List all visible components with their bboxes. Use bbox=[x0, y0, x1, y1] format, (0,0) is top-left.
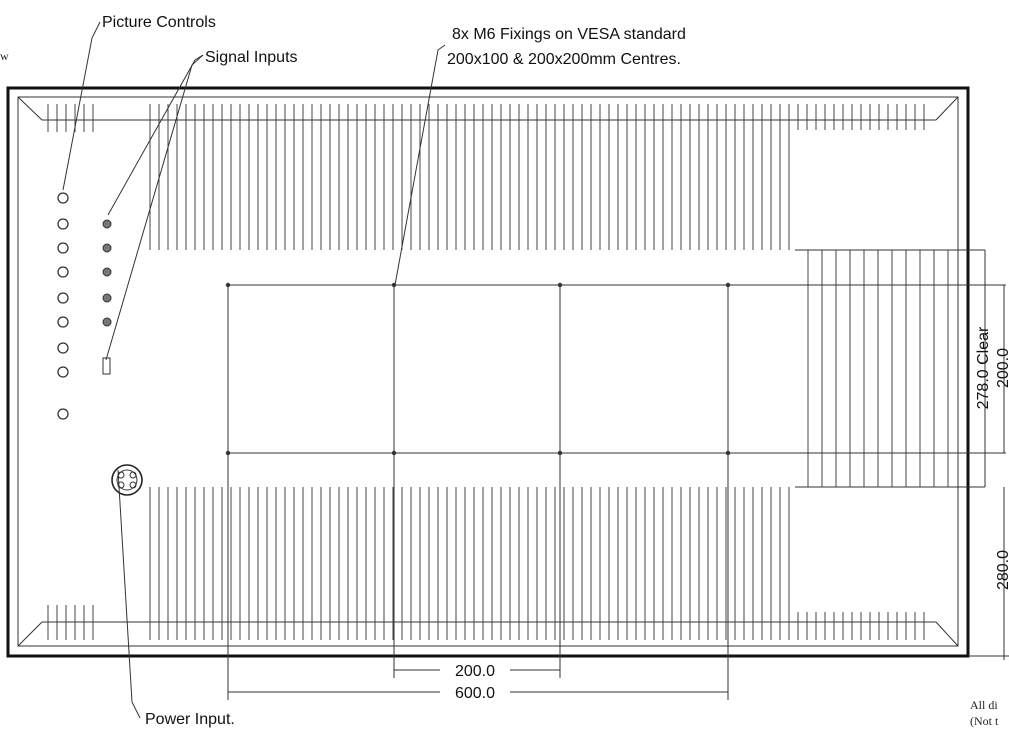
side-cooling-fins bbox=[808, 250, 948, 487]
picture-control-button bbox=[58, 219, 68, 229]
signal-input-connector bbox=[103, 244, 111, 252]
dimension-clear-height: 278.0 Clear bbox=[975, 326, 992, 409]
m6-fixing-points bbox=[226, 283, 730, 455]
dimension-vesa-height: 200.0 bbox=[995, 348, 1009, 388]
picture-control-button bbox=[58, 243, 68, 253]
m6-fixing-point bbox=[558, 451, 562, 455]
notes-fragment-1: All di bbox=[970, 698, 998, 712]
cooling-fins bbox=[48, 104, 924, 640]
fixings-label-line2: 200x100 & 200x200mm Centres. bbox=[447, 51, 681, 68]
signal-input-connector bbox=[103, 294, 111, 302]
signal-inputs-label: Signal Inputs bbox=[205, 49, 298, 66]
power-input-socket bbox=[112, 465, 142, 495]
picture-control-button bbox=[58, 367, 68, 377]
picture-controls-label: Picture Controls bbox=[102, 14, 216, 31]
picture-control-button bbox=[58, 267, 68, 277]
picture-control-button bbox=[58, 409, 68, 419]
picture-control-button bbox=[58, 317, 68, 327]
m6-fixing-point bbox=[226, 451, 230, 455]
dimension-partial-height: 280.0 bbox=[995, 550, 1009, 590]
dimension-inner-spacing: 200.0 bbox=[455, 663, 495, 680]
vesa-mounting-grid bbox=[228, 285, 1006, 700]
picture-control-button bbox=[58, 193, 68, 203]
m6-fixing-point bbox=[392, 451, 396, 455]
m6-fixing-point bbox=[226, 283, 230, 287]
signal-input-connector bbox=[103, 268, 111, 276]
power-input-label: Power Input. bbox=[145, 711, 235, 728]
m6-fixing-point bbox=[558, 283, 562, 287]
signal-input-slot bbox=[103, 358, 110, 374]
leader-lines bbox=[63, 22, 445, 718]
m6-fixing-point bbox=[726, 451, 730, 455]
fixings-label-line1: 8x M6 Fixings on VESA standard bbox=[452, 26, 686, 43]
signal-input-connector bbox=[103, 220, 111, 228]
view-label-fragment: w bbox=[0, 49, 9, 63]
casing-outline bbox=[8, 88, 968, 656]
signal-input-connector bbox=[103, 318, 111, 326]
height-dimension-extensions bbox=[795, 250, 1009, 660]
m6-fixing-point bbox=[726, 283, 730, 287]
picture-control-button bbox=[58, 343, 68, 353]
picture-control-button bbox=[58, 293, 68, 303]
notes-fragment-2: (Not t bbox=[970, 714, 999, 728]
dimension-overall-width: 600.0 bbox=[455, 685, 495, 702]
picture-control-buttons bbox=[58, 193, 68, 419]
signal-input-connectors bbox=[103, 220, 111, 326]
